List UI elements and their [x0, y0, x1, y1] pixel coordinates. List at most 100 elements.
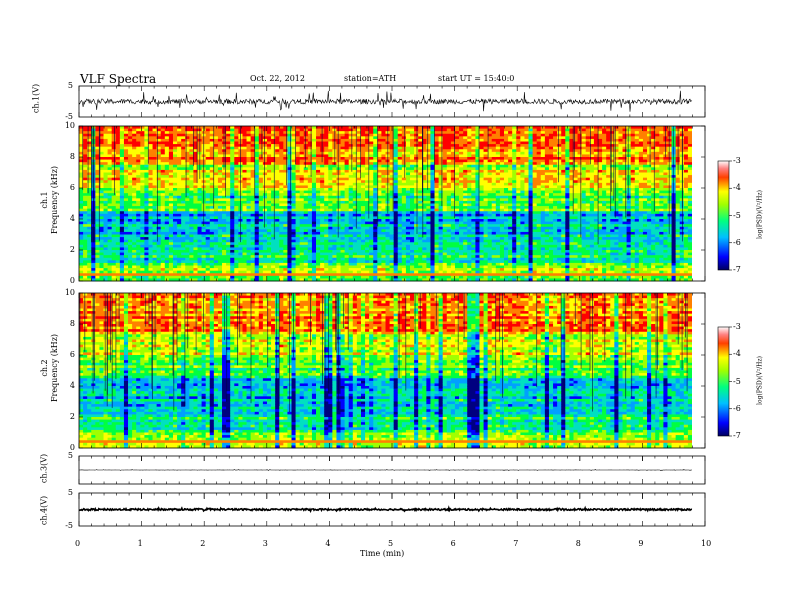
- spectrogram-cell: [230, 146, 235, 150]
- spectrogram-cell: [405, 237, 411, 241]
- spectrogram-cell: [352, 144, 358, 148]
- spectrogram-cell: [316, 255, 321, 259]
- spectrogram-cell: [389, 224, 395, 228]
- spectrogram-cell: [156, 177, 162, 181]
- spectrogram-cell: [246, 133, 252, 137]
- spectrogram-cell: [234, 149, 239, 153]
- spectrogram-cell: [140, 128, 145, 132]
- spectrogram-cell: [111, 126, 117, 129]
- spectrogram-cell: [295, 250, 301, 253]
- spectrogram-cell: [213, 262, 219, 266]
- spectrogram-cell: [275, 141, 280, 145]
- spectrogram-cell: [283, 234, 288, 238]
- spectrogram-cell: [336, 262, 341, 266]
- spectrogram-cell: [205, 138, 211, 142]
- spectrogram-cell: [311, 213, 317, 217]
- spectrogram-cell: [226, 231, 231, 235]
- spectrogram-cell: [389, 237, 395, 241]
- spectrogram-cell: [87, 157, 92, 160]
- spectrogram-cell: [238, 268, 243, 272]
- spectrogram-cell: [365, 270, 370, 274]
- spectrogram-cell: [254, 200, 260, 204]
- spectrogram-cell: [295, 244, 301, 248]
- spectrogram-cell: [128, 182, 133, 186]
- spectrogram-cell: [275, 255, 280, 259]
- spectrogram-cell: [283, 255, 288, 259]
- spectrogram-cell: [352, 198, 358, 202]
- spectrogram-cell: [291, 159, 296, 163]
- spectrogram-cell: [258, 151, 264, 155]
- spectrogram-cell: [381, 260, 386, 264]
- spectrogram-cell: [258, 128, 264, 132]
- spectrogram-cell: [414, 265, 419, 269]
- spectrogram-cell: [234, 247, 239, 251]
- spectrogram-cell: [242, 208, 247, 212]
- spectrogram-cell: [103, 159, 109, 163]
- spectrogram-cell: [320, 250, 325, 253]
- spectrogram-cell: [250, 250, 256, 253]
- spectrogram-cell: [271, 177, 276, 181]
- spectrogram-cell: [103, 234, 109, 238]
- spectrogram-cell: [332, 224, 337, 228]
- spectrogram-cell: [254, 159, 260, 163]
- spectrogram-cell: [222, 182, 227, 186]
- spectrogram-cell: [283, 257, 288, 261]
- spectrogram-cell: [266, 278, 272, 282]
- spectrogram-cell: [115, 211, 121, 215]
- spectrogram-cell: [95, 211, 100, 215]
- spectrogram-cell: [99, 175, 104, 179]
- spectrogram-cell: [99, 234, 104, 238]
- spectrogram-cell: [373, 244, 378, 248]
- spectrogram-cell: [299, 172, 305, 176]
- spectrogram-cell: [209, 206, 215, 210]
- spectrogram-cell: [111, 198, 117, 202]
- spectrogram-cell: [148, 128, 153, 132]
- spectrogram-cell: [271, 237, 276, 241]
- spectrogram-cell: [152, 149, 158, 153]
- spectrogram-cell: [291, 252, 296, 256]
- spectrogram-cell: [189, 255, 194, 259]
- spectrogram-cell: [160, 229, 166, 233]
- spectrogram-cell: [226, 157, 231, 160]
- spectrogram-cell: [140, 265, 145, 269]
- spectrogram-cell: [360, 169, 366, 173]
- spectrogram-cell: [119, 257, 125, 261]
- spectrogram-cell: [226, 182, 231, 186]
- spectrogram-cell: [205, 188, 211, 191]
- spectrogram-cell: [307, 185, 313, 189]
- spectrogram-cell: [246, 157, 252, 160]
- spectrogram-cell: [164, 237, 170, 241]
- spectrogram-cell: [344, 255, 350, 259]
- spectrogram-cell: [156, 219, 162, 222]
- spectrogram-cell: [99, 211, 104, 215]
- spectrogram-cell: [193, 154, 198, 158]
- spectrogram-cell: [140, 237, 145, 241]
- spectrogram-cell: [197, 265, 202, 269]
- spectrogram-cell: [356, 239, 362, 243]
- spectrogram-cell: [393, 136, 399, 140]
- spectrogram-cell: [189, 149, 194, 153]
- spectrogram-cell: [226, 154, 231, 158]
- spectrogram-cell: [320, 231, 325, 235]
- spectrogram-cell: [226, 172, 231, 176]
- spectrogram-cell: [254, 239, 260, 243]
- spectrogram-cell: [311, 195, 317, 199]
- spectrogram-cell: [140, 167, 145, 171]
- spectrogram-cell: [311, 275, 317, 279]
- spectrogram-cell: [123, 208, 129, 212]
- spectrogram-cell: [397, 247, 403, 251]
- spectrogram-cell: [369, 252, 374, 256]
- spectrogram-cell: [348, 229, 354, 233]
- spectrogram-cell: [136, 221, 141, 225]
- spectrogram-cell: [152, 278, 158, 282]
- spectrogram-cell: [332, 177, 337, 181]
- spectrogram-cell: [164, 159, 170, 163]
- spectrogram-cell: [279, 195, 284, 199]
- spectrogram-cell: [365, 268, 370, 272]
- spectrogram-cell: [140, 252, 145, 256]
- spectrogram-cell: [397, 229, 403, 233]
- spectrogram-cell: [324, 164, 329, 168]
- spectrogram-cell: [230, 172, 235, 176]
- spectrogram-cell: [316, 206, 321, 210]
- spectrogram-cell: [360, 167, 366, 171]
